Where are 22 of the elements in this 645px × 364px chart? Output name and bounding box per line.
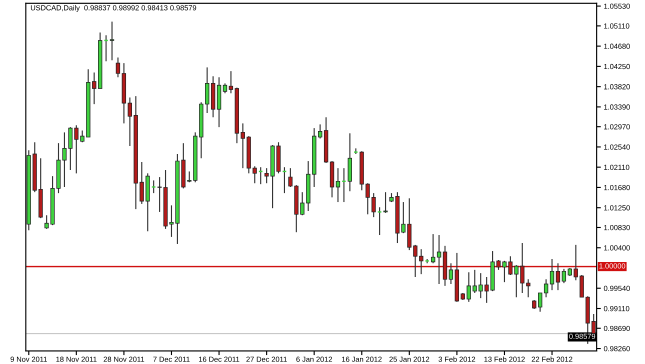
candlestick — [383, 192, 388, 214]
candlestick — [264, 168, 269, 184]
candlestick — [258, 166, 264, 185]
candlestick — [436, 234, 442, 285]
candlestick — [377, 206, 382, 236]
candlestick — [228, 70, 234, 94]
candlestick — [157, 176, 162, 212]
candlestick — [282, 166, 287, 194]
candlestick — [448, 262, 454, 285]
candlestick — [44, 214, 49, 230]
candlestick — [556, 262, 560, 291]
candlestick — [222, 82, 228, 94]
candlestick — [550, 258, 554, 291]
candlestick — [348, 132, 352, 192]
candlestick — [110, 21, 114, 61]
candlestick — [169, 204, 174, 238]
candlestick — [62, 132, 67, 188]
candlestick — [116, 56, 120, 78]
candlestick — [336, 168, 340, 203]
candlestick — [341, 168, 346, 203]
candlestick — [502, 260, 507, 283]
candlestick — [496, 259, 501, 270]
